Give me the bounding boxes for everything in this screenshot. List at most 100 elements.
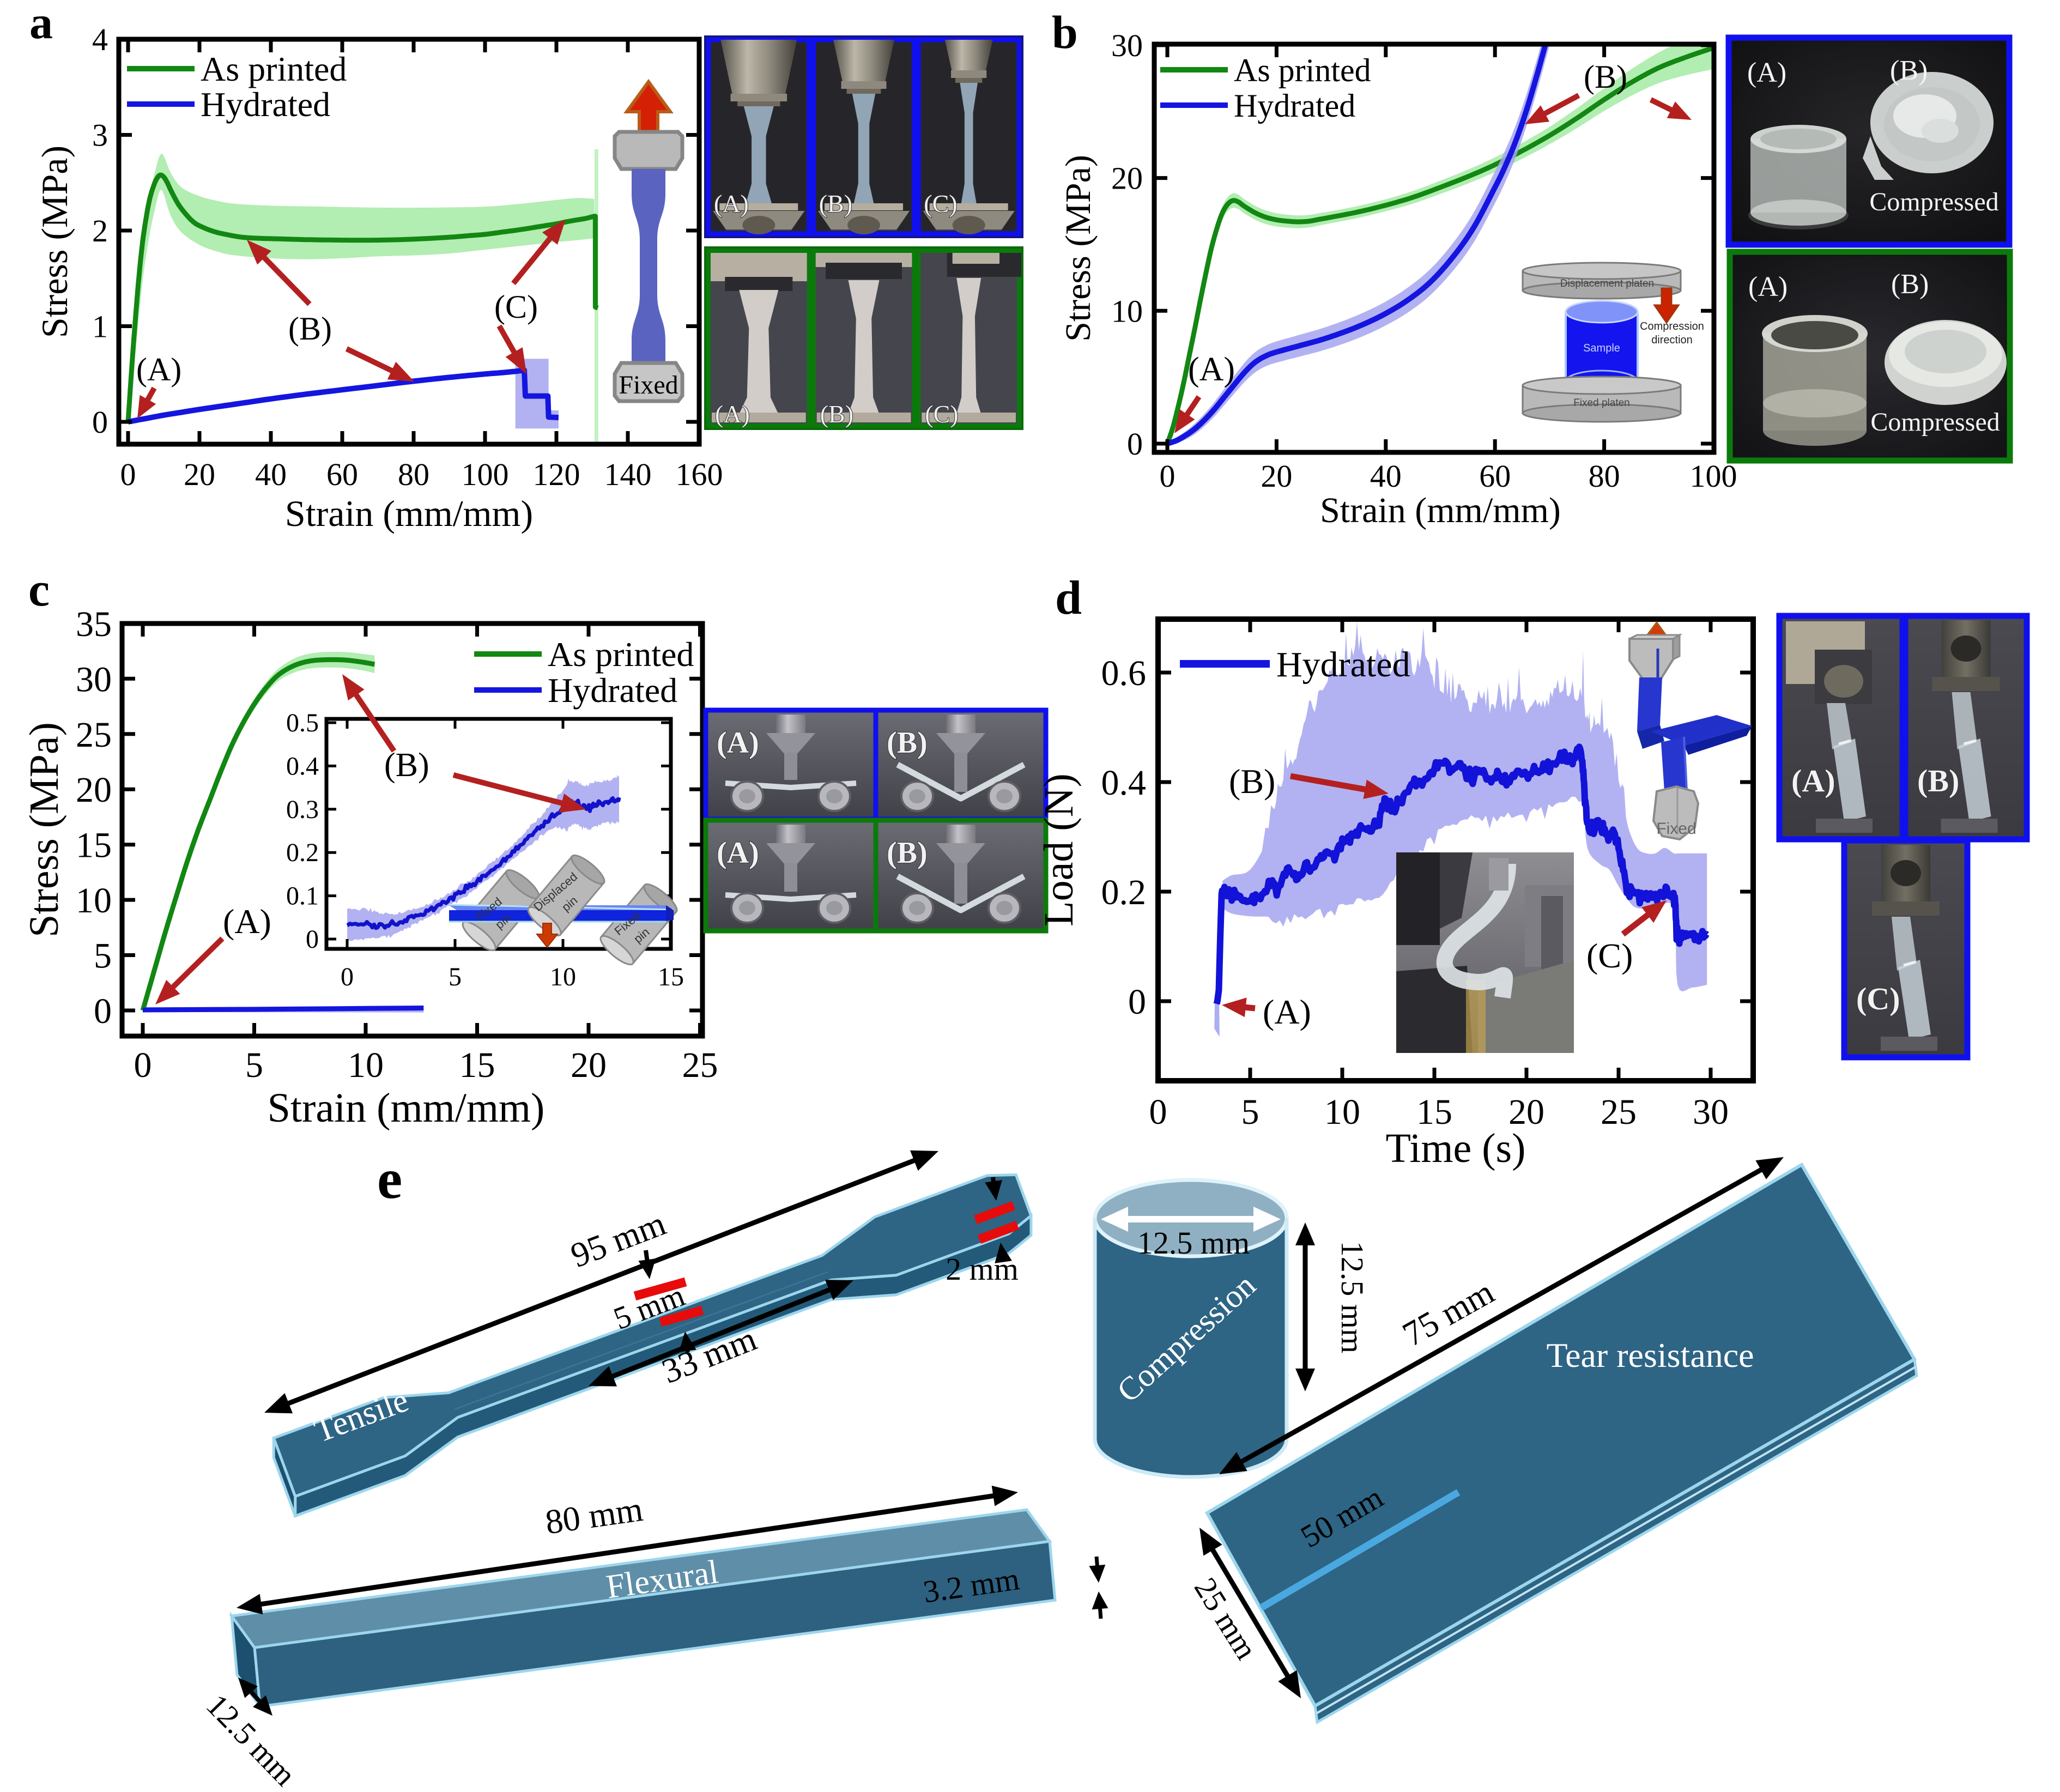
svg-text:(C): (C) xyxy=(494,289,538,325)
svg-text:160: 160 xyxy=(676,457,723,492)
svg-text:120: 120 xyxy=(533,457,580,492)
svg-text:0.3: 0.3 xyxy=(286,795,319,824)
svg-text:25: 25 xyxy=(76,715,112,755)
svg-text:Sample: Sample xyxy=(1583,342,1620,354)
svg-text:0: 0 xyxy=(1149,1092,1167,1132)
svg-text:(B): (B) xyxy=(820,400,853,428)
svg-text:5: 5 xyxy=(449,962,462,991)
svg-text:Hydrated: Hydrated xyxy=(1234,88,1355,124)
svg-text:0: 0 xyxy=(1128,982,1146,1022)
svg-text:5: 5 xyxy=(1241,1092,1259,1132)
svg-text:(A): (A) xyxy=(1263,992,1311,1031)
svg-text:Load (N): Load (N) xyxy=(1036,773,1082,927)
svg-text:(A): (A) xyxy=(223,902,271,941)
svg-text:Fixed platen: Fixed platen xyxy=(1573,397,1630,409)
svg-text:(A): (A) xyxy=(714,190,749,217)
svg-text:direction: direction xyxy=(1651,334,1693,346)
svg-text:Compressed: Compressed xyxy=(1869,187,1998,216)
svg-text:100: 100 xyxy=(1690,458,1737,494)
svg-text:1: 1 xyxy=(92,309,108,344)
svg-text:12.5 mm: 12.5 mm xyxy=(1137,1225,1250,1261)
svg-text:As printed: As printed xyxy=(1234,52,1371,88)
svg-text:0: 0 xyxy=(134,1045,152,1085)
svg-text:(B): (B) xyxy=(384,747,429,784)
svg-text:10: 10 xyxy=(348,1045,384,1085)
svg-text:As printed: As printed xyxy=(201,50,347,88)
svg-text:20: 20 xyxy=(1111,161,1143,196)
svg-text:10: 10 xyxy=(76,881,112,921)
svg-text:20: 20 xyxy=(1508,1092,1544,1132)
svg-text:(C): (C) xyxy=(1586,936,1633,975)
svg-text:100: 100 xyxy=(462,457,509,492)
svg-text:0.4: 0.4 xyxy=(1101,763,1147,803)
svg-text:40: 40 xyxy=(1370,458,1402,494)
svg-text:20: 20 xyxy=(76,770,112,810)
svg-text:Tear resistance: Tear resistance xyxy=(1546,1336,1754,1375)
svg-text:0: 0 xyxy=(1127,426,1143,462)
svg-text:0.4: 0.4 xyxy=(286,752,319,780)
svg-text:12.5 mm: 12.5 mm xyxy=(1335,1241,1370,1353)
svg-text:d: d xyxy=(1055,572,1082,625)
svg-text:0: 0 xyxy=(94,991,112,1031)
svg-text:(B): (B) xyxy=(1584,59,1627,95)
svg-text:30: 30 xyxy=(1693,1092,1729,1132)
svg-text:10: 10 xyxy=(1111,293,1143,329)
svg-text:a: a xyxy=(29,0,53,49)
svg-text:80: 80 xyxy=(398,457,429,492)
svg-text:(B): (B) xyxy=(1890,55,1928,86)
svg-text:Fixed: Fixed xyxy=(1656,820,1696,838)
svg-text:(B): (B) xyxy=(1917,763,1959,798)
svg-text:Strain (mm/mm): Strain (mm/mm) xyxy=(285,493,533,534)
svg-text:10: 10 xyxy=(1324,1092,1360,1132)
svg-text:(B): (B) xyxy=(1891,269,1929,300)
svg-text:40: 40 xyxy=(255,457,287,492)
svg-text:2 mm: 2 mm xyxy=(946,1251,1019,1287)
svg-text:(A): (A) xyxy=(1747,57,1786,88)
svg-text:15: 15 xyxy=(1416,1092,1452,1132)
svg-text:Stress (MPa): Stress (MPa) xyxy=(1058,155,1098,342)
svg-text:0.2: 0.2 xyxy=(286,838,319,867)
svg-text:(A): (A) xyxy=(715,400,750,428)
svg-text:15: 15 xyxy=(658,962,684,991)
svg-text:Fixed: Fixed xyxy=(619,371,678,399)
svg-text:(C): (C) xyxy=(925,400,958,428)
svg-text:(A): (A) xyxy=(1748,271,1788,302)
svg-text:15: 15 xyxy=(459,1045,495,1085)
svg-text:0: 0 xyxy=(341,962,354,991)
svg-text:35: 35 xyxy=(76,604,112,644)
svg-text:0: 0 xyxy=(92,404,108,440)
svg-text:Compression: Compression xyxy=(1640,320,1704,332)
svg-text:(A): (A) xyxy=(717,836,759,870)
svg-text:(C): (C) xyxy=(1856,981,1900,1016)
svg-text:(B): (B) xyxy=(887,836,928,870)
svg-text:Hydrated: Hydrated xyxy=(548,671,677,710)
svg-text:(B): (B) xyxy=(819,190,852,217)
svg-text:(A): (A) xyxy=(1188,351,1235,388)
svg-text:(A): (A) xyxy=(136,352,181,388)
svg-text:Strain (mm/mm): Strain (mm/mm) xyxy=(1320,491,1561,530)
svg-text:0.1: 0.1 xyxy=(286,882,319,911)
svg-text:(B): (B) xyxy=(1229,762,1275,801)
svg-text:25: 25 xyxy=(1601,1092,1637,1132)
svg-text:30: 30 xyxy=(76,659,112,699)
svg-text:0: 0 xyxy=(120,457,136,492)
svg-text:Displacement platen: Displacement platen xyxy=(1560,278,1654,289)
svg-text:60: 60 xyxy=(326,457,358,492)
svg-text:Hydrated: Hydrated xyxy=(201,85,330,124)
svg-text:30: 30 xyxy=(1111,28,1143,63)
svg-text:4: 4 xyxy=(92,22,108,57)
svg-text:25: 25 xyxy=(682,1045,718,1085)
svg-text:c: c xyxy=(28,564,50,616)
svg-text:(A): (A) xyxy=(717,726,759,760)
svg-text:10: 10 xyxy=(550,962,576,991)
svg-text:(B): (B) xyxy=(887,726,928,760)
svg-text:5: 5 xyxy=(94,936,112,976)
svg-text:Stress (MPa): Stress (MPa) xyxy=(21,722,67,937)
svg-text:2: 2 xyxy=(92,213,108,249)
svg-text:As printed: As printed xyxy=(548,635,694,674)
svg-text:3: 3 xyxy=(92,118,108,153)
svg-text:0.6: 0.6 xyxy=(1101,653,1147,693)
svg-text:60: 60 xyxy=(1479,458,1511,494)
svg-text:Strain (mm/mm): Strain (mm/mm) xyxy=(268,1085,545,1131)
svg-text:Time (s): Time (s) xyxy=(1386,1125,1526,1171)
